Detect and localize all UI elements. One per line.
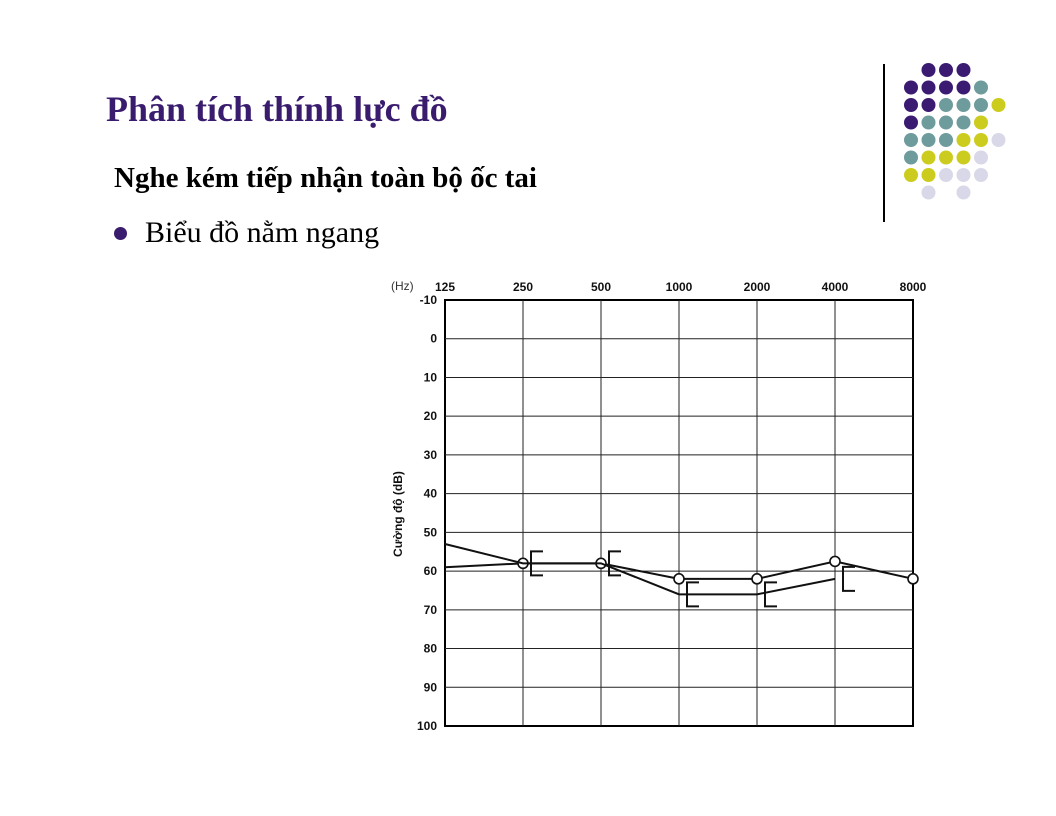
y-tick-label: -10 <box>420 293 438 307</box>
x-tick-label: 250 <box>513 280 533 294</box>
data-point-bracket <box>608 550 621 577</box>
decorative-dot <box>956 133 971 147</box>
decorative-dot <box>956 98 971 112</box>
bullet-text: Biểu đồ nằm ngang <box>145 216 380 249</box>
y-tick-label: 0 <box>430 332 437 346</box>
data-point-circle <box>751 573 763 585</box>
decorative-dot <box>921 80 936 95</box>
decorative-dot <box>939 80 953 95</box>
decorative-dot <box>956 63 971 77</box>
chart-series <box>444 543 919 608</box>
decorative-dot <box>939 168 953 182</box>
y-tick-label: 10 <box>424 370 438 384</box>
y-tick-label: 70 <box>424 603 438 617</box>
data-point-circle <box>673 573 685 585</box>
y-tick-label: 40 <box>424 487 438 501</box>
audiogram-chart: (Hz) Cường độ (dB) 125 250 500 1000 2000 4000… <box>391 279 927 733</box>
decorative-dot <box>904 133 918 147</box>
decorative-dot <box>974 150 988 165</box>
data-point-bracket <box>764 581 777 608</box>
x-axis-unit-label: (Hz) <box>391 279 414 293</box>
decorative-dot <box>921 98 936 112</box>
decorative-dot <box>974 80 988 95</box>
decorative-dot <box>939 63 953 77</box>
chart-grid <box>444 299 914 727</box>
data-point-bracket <box>842 565 855 592</box>
decorative-dot <box>904 168 918 182</box>
y-tick-label: 30 <box>424 448 438 462</box>
x-tick-labels: 125 250 500 1000 2000 4000 8000 <box>435 280 927 294</box>
decorative-divider <box>883 64 885 222</box>
decorative-dot <box>956 115 971 130</box>
x-tick-label: 500 <box>591 280 611 294</box>
decorative-dot <box>974 133 988 147</box>
decorative-dot <box>956 150 971 165</box>
y-tick-label: 60 <box>424 564 438 578</box>
decorative-dot <box>956 80 971 95</box>
decorative-dot <box>974 168 988 182</box>
decorative-dot <box>991 133 1006 147</box>
decorative-dot <box>921 168 936 182</box>
decorative-dot <box>956 185 971 200</box>
decorative-dot <box>939 150 953 165</box>
bullet-item: Biểu đồ nằm ngang <box>114 216 379 250</box>
x-tick-label: 125 <box>435 280 455 294</box>
bullet-dot-icon <box>114 226 127 240</box>
x-tick-label: 1000 <box>666 280 693 294</box>
decorative-dot <box>921 63 936 77</box>
decorative-dot <box>956 168 971 182</box>
x-tick-label: 4000 <box>822 280 849 294</box>
x-tick-label: 2000 <box>744 280 771 294</box>
y-tick-labels: -10 0 10 20 30 40 50 60 70 80 90 100 <box>417 293 437 733</box>
y-tick-label: 100 <box>417 719 437 733</box>
series-line-bracket <box>444 543 836 596</box>
decorative-dot <box>974 98 988 112</box>
decorative-dot <box>939 133 953 147</box>
y-axis-label: Cường độ (dB) <box>391 471 405 557</box>
slide-title: Phân tích thính lực đồ <box>106 89 448 129</box>
data-point-circle <box>907 573 919 585</box>
decorative-dot <box>904 80 918 95</box>
decorative-dot <box>939 115 953 130</box>
decorative-dot <box>974 115 988 130</box>
y-tick-label: 50 <box>424 525 438 539</box>
y-tick-label: 80 <box>424 642 438 656</box>
data-point-bracket <box>530 550 543 577</box>
decorative-dot <box>921 185 936 200</box>
decorative-dot <box>991 98 1006 112</box>
decorative-dot <box>939 98 953 112</box>
decorative-dot <box>921 150 936 165</box>
data-point-circle <box>829 555 841 568</box>
slide-subtitle: Nghe kém tiếp nhận toàn bộ ốc tai <box>114 162 537 194</box>
data-point-bracket <box>686 581 699 608</box>
decorative-dot <box>904 150 918 165</box>
x-tick-label: 8000 <box>900 280 927 294</box>
decorative-dot <box>921 115 936 130</box>
decorative-dot <box>921 133 936 147</box>
decorative-dot <box>904 98 918 112</box>
decorative-dot <box>904 115 918 130</box>
y-tick-label: 20 <box>424 409 438 423</box>
y-tick-label: 90 <box>424 680 438 694</box>
